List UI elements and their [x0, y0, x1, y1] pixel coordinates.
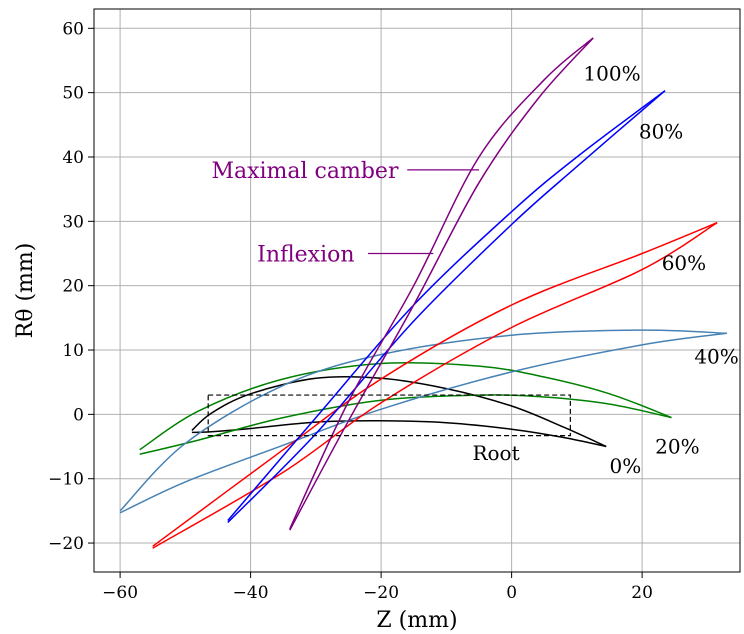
x-tick-label: −40: [233, 583, 269, 603]
y-tick-label: 20: [62, 277, 84, 297]
series-label-40pct: 40%: [694, 344, 738, 368]
y-tick-label: −20: [48, 534, 84, 554]
root-box: [207, 394, 571, 437]
x-tick-label: −60: [102, 583, 138, 603]
profile-20pct: 20%: [139, 361, 700, 459]
series-label-100pct: 100%: [583, 61, 640, 85]
profile-60pct-upper: [152, 221, 718, 547]
x-tick-label: −20: [363, 583, 399, 603]
profile-100pct: 100%: [289, 37, 641, 531]
y-tick-label: 30: [62, 212, 84, 232]
x-tick-label: 0: [506, 583, 517, 603]
profile-40pct-upper: [119, 329, 727, 512]
profile-root-lower: [191, 420, 607, 448]
blade-profiles: Root 0% 20% 40% 60% 80% 100%: [119, 37, 739, 549]
series-label-80pct: 80%: [639, 119, 683, 143]
x-axis-label: Z (mm): [376, 608, 457, 633]
series-label-0pct: 0%: [609, 454, 641, 478]
profile-100pct-upper: [289, 37, 594, 530]
y-tick-label: −10: [48, 470, 84, 490]
plot-frame: [93, 8, 741, 573]
y-axis-label: Rθ (mm): [13, 243, 38, 339]
y-tick-label: 0: [73, 405, 84, 425]
profile-80pct: 80%: [227, 90, 683, 524]
profile-80pct-upper: [227, 90, 666, 521]
profile-80pct-lower: [227, 90, 666, 524]
ticks: −60 −40 −20 0 20 −20 −10 0 10 20 30 40 50 60: [48, 19, 653, 603]
profile-20pct-upper: [139, 361, 672, 451]
profile-60pct: 60%: [152, 221, 718, 549]
series-label-60pct: 60%: [662, 251, 706, 275]
y-tick-label: 10: [62, 341, 84, 361]
y-tick-label: 50: [62, 84, 84, 104]
profile-0pct: 0%: [609, 454, 641, 478]
x-tick-label: 20: [631, 583, 653, 603]
profile-60pct-lower: [152, 221, 718, 549]
annotations: Maximal camber Inflexion: [211, 159, 479, 268]
grid: [94, 9, 740, 572]
profile-40pct: 40%: [119, 329, 739, 514]
profile-root: Root: [191, 375, 607, 465]
annotation-maximal-camber: Maximal camber: [211, 159, 398, 184]
y-tick-label: 40: [62, 148, 84, 168]
profile-20pct-lower: [139, 394, 672, 456]
series-label-20pct: 20%: [655, 435, 699, 459]
series-label-root: Root: [472, 441, 519, 465]
profile-100pct-lower: [289, 37, 594, 531]
annotation-inflexion: Inflexion: [257, 243, 354, 268]
profile-40pct-lower: [119, 332, 728, 514]
y-tick-label: 60: [62, 19, 84, 39]
